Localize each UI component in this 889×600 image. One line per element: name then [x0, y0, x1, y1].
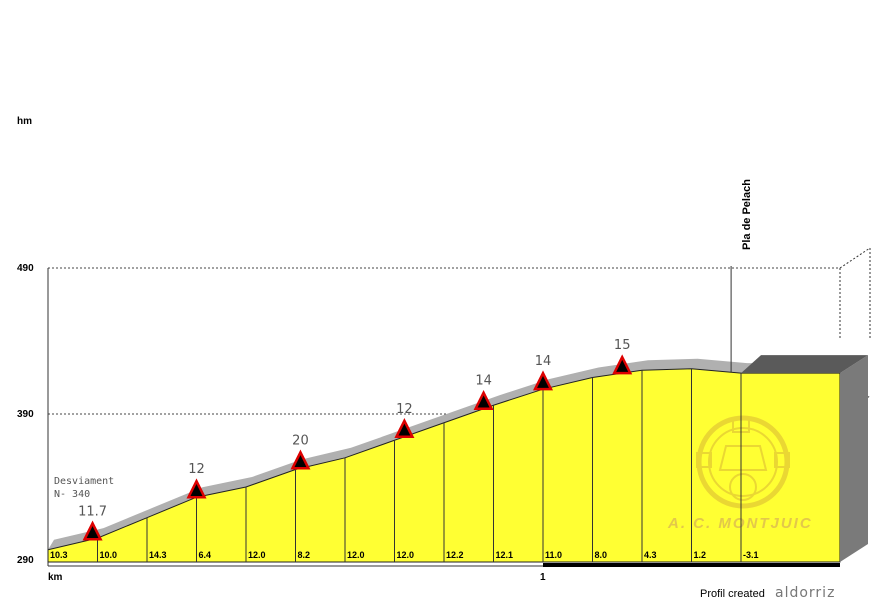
- warnings: 11.7 12 20 12 14 14 15: [78, 338, 633, 541]
- profile-top-band: [741, 355, 868, 374]
- brand-text: aldorriz: [775, 585, 835, 600]
- warning-triangle-icon: [394, 417, 415, 439]
- segment-gradient-label: 12.1: [496, 550, 514, 560]
- segment-gradient-label: 10.3: [50, 550, 68, 560]
- warning-triangle-icon: [186, 478, 207, 499]
- segment-gradient-label: 11.0: [545, 550, 562, 560]
- km-bar: [543, 563, 840, 567]
- logo-text: A. C. MONTJUIC: [667, 515, 813, 532]
- profile-side: [840, 355, 868, 562]
- warning-gradient-label: 11.7: [78, 504, 107, 519]
- segment-gradient-label: 12.2: [446, 550, 464, 560]
- segment-gradient-label: 12.0: [347, 550, 365, 560]
- y-tick-label: 290: [17, 555, 34, 566]
- segment-gradient-label: 10.0: [100, 550, 118, 560]
- segment-gradient-label: 12.0: [248, 550, 266, 560]
- warning-triangle-icon: [290, 449, 311, 470]
- segment-gradient-label: 4.3: [644, 550, 657, 560]
- detour-note-line1: Desviament: [54, 476, 114, 487]
- y-tick-label: 490: [17, 263, 34, 274]
- y-unit-label: hm: [17, 116, 32, 127]
- club-logo: [696, 415, 790, 509]
- warning-gradient-label: 20: [292, 433, 309, 448]
- y-tick-label: 390: [17, 409, 34, 420]
- segment-gradient-label: 8.2: [298, 550, 311, 560]
- warning-gradient-label: 12: [188, 462, 205, 477]
- credit-text: Profil created: [700, 588, 765, 600]
- segment-gradient-label: 12.0: [397, 550, 415, 560]
- summit-label: Pla de Pelach: [741, 179, 753, 250]
- segment-gradient-label: 6.4: [199, 550, 212, 560]
- segment-labels: 10.3 10.0 14.3 6.4 12.0 8.2 12.0 12.0 12.2 12.1 11…: [50, 550, 759, 560]
- warning-triangle-icon: [612, 354, 633, 375]
- segment-gradient-label: -3.1: [743, 550, 759, 560]
- x-unit-label: km: [48, 572, 63, 583]
- segment-gradient-label: 14.3: [149, 550, 167, 560]
- x-tick-label: 1: [540, 572, 546, 583]
- segment-gradient-label: 8.0: [595, 550, 608, 560]
- warning-triangle-icon: [82, 520, 103, 541]
- segment-gradient-label: 1.2: [694, 550, 707, 560]
- warning-triangle-icon: [532, 370, 554, 391]
- warning-triangle-icon: [473, 389, 494, 410]
- segments: [97, 368, 742, 562]
- warning-gradient-label: 14: [475, 374, 492, 389]
- warning-gradient-label: 12: [396, 402, 413, 417]
- warning-gradient-label: 14: [535, 354, 552, 369]
- detour-note-line2: N- 340: [54, 489, 90, 500]
- warning-gradient-label: 15: [614, 338, 631, 353]
